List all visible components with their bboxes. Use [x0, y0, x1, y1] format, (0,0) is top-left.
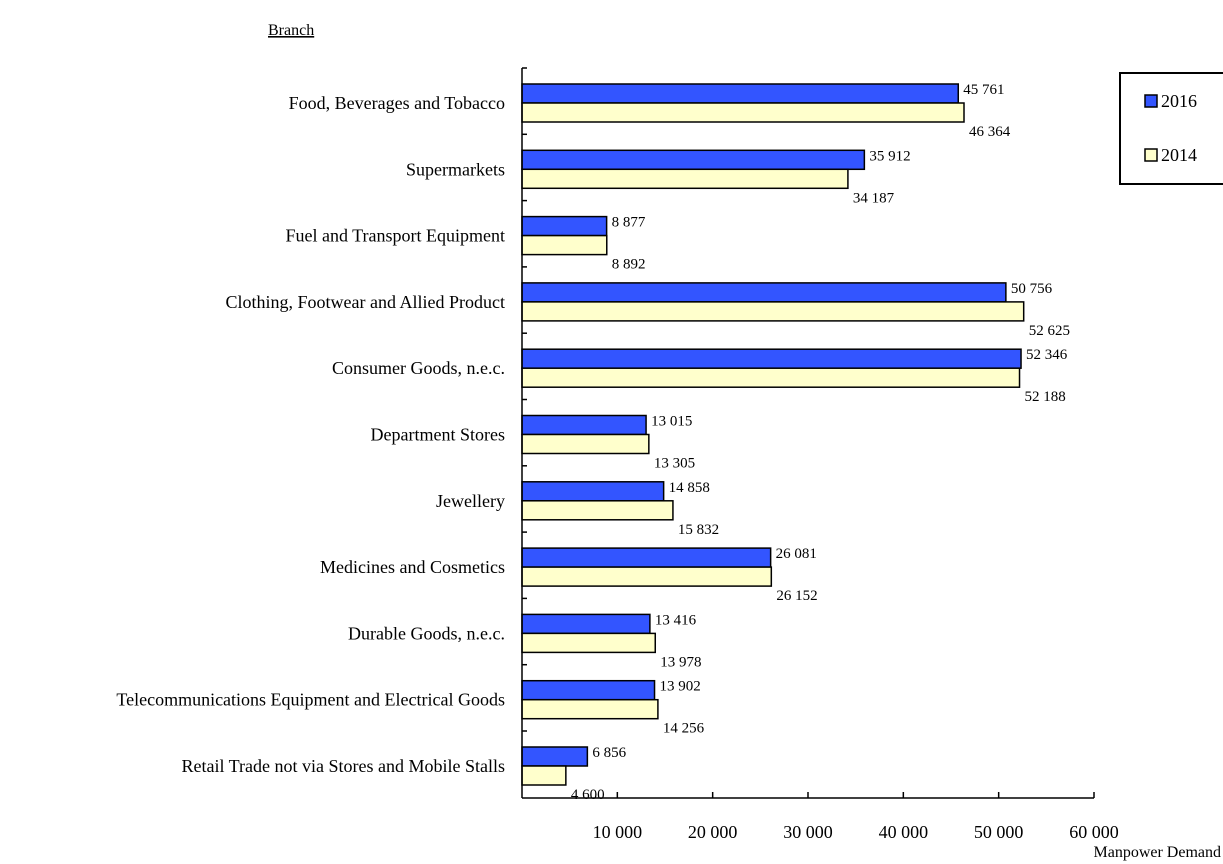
- legend-swatch-2014: [1144, 148, 1158, 162]
- bar-2014: [521, 500, 674, 521]
- value-label-2016: 26 081: [776, 546, 817, 562]
- value-label-2014: 26 152: [776, 588, 817, 604]
- bar-2016: [521, 746, 589, 767]
- bar-2016: [521, 613, 651, 635]
- category-label: Department Stores: [371, 425, 505, 445]
- legend-swatch-2016: [1144, 94, 1158, 108]
- category-label: Food, Beverages and Tobacco: [289, 93, 505, 113]
- bar-2016: [521, 547, 772, 568]
- bar-2016: [521, 348, 1022, 369]
- category-label: Supermarkets: [406, 159, 505, 179]
- y-axis-title: Branch: [268, 22, 314, 39]
- x-axis-title: Manpower Demand: [1093, 844, 1221, 861]
- category-label: Telecommunications Equipment and Electri…: [116, 690, 505, 710]
- category-label: Clothing, Footwear and Allied Product: [226, 292, 505, 312]
- value-label-2014: 34 187: [853, 190, 895, 206]
- x-tick-label: 40 000: [879, 822, 929, 842]
- value-labels: 45 761 46 364 35 912 34 187 8 877 8 892 50 756…: [571, 82, 1070, 803]
- x-tick-label: 50 000: [974, 822, 1024, 842]
- x-tick-label: 10 000: [593, 822, 643, 842]
- x-tick-label: 20 000: [688, 822, 738, 842]
- bar-2014: [521, 765, 567, 786]
- bar-2016: [521, 414, 647, 436]
- bar-2016: [521, 149, 866, 171]
- category-label: Consumer Goods, n.e.c.: [332, 358, 505, 378]
- bar-2014: [521, 632, 657, 654]
- value-label-2016: 50 756: [1011, 281, 1053, 297]
- bar-2016: [521, 83, 960, 104]
- value-label-2014: 52 625: [1029, 323, 1070, 339]
- bar-2016: [521, 679, 656, 701]
- bar-2014: [521, 367, 1021, 388]
- legend-box: [1119, 72, 1223, 185]
- bar-2016: [521, 282, 1007, 303]
- bar-2014: [521, 566, 773, 587]
- value-label-2014: 14 256: [663, 721, 705, 737]
- value-label-2014: 4 600: [571, 787, 605, 803]
- bar-2016: [521, 481, 665, 502]
- category-labels: Food, Beverages and Tobacco Supermarkets F…: [116, 93, 505, 776]
- category-label: Jewellery: [436, 491, 505, 511]
- bar-2014: [521, 698, 659, 720]
- bar-2016: [521, 215, 608, 237]
- value-label-2014: 13 978: [660, 654, 701, 670]
- value-label-2014: 52 188: [1025, 389, 1066, 405]
- legend-label: 2016: [1161, 91, 1197, 111]
- category-label: Durable Goods, n.e.c.: [348, 623, 505, 643]
- category-label: Medicines and Cosmetics: [320, 557, 505, 577]
- bar-2014: [521, 234, 608, 256]
- x-tick-label: 60 000: [1069, 822, 1119, 842]
- value-label-2016: 45 761: [963, 82, 1004, 98]
- value-label-2014: 13 305: [654, 456, 695, 472]
- value-label-2016: 13 015: [651, 414, 692, 430]
- bar-2014: [521, 102, 965, 123]
- bars: [521, 83, 1025, 786]
- value-label-2014: 15 832: [678, 522, 719, 538]
- x-axis-ticks: 10 000 20 000 30 000 40 000 50 000 60 000: [593, 792, 1119, 842]
- bar-2014: [521, 301, 1025, 322]
- category-label: Retail Trade not via Stores and Mobile S…: [182, 756, 505, 776]
- legend-label: 2014: [1161, 145, 1197, 165]
- value-label-2016: 13 416: [655, 612, 697, 628]
- x-tick-label: 30 000: [783, 822, 833, 842]
- value-label-2014: 46 364: [969, 124, 1011, 140]
- value-label-2016: 14 858: [669, 480, 710, 496]
- value-label-2016: 13 902: [660, 679, 701, 695]
- bar-2014: [521, 168, 849, 190]
- value-label-2016: 8 877: [612, 215, 646, 231]
- value-label-2016: 52 346: [1026, 347, 1068, 363]
- value-label-2014: 8 892: [612, 257, 646, 273]
- value-label-2016: 6 856: [592, 745, 626, 761]
- legend: 2016 2014: [1119, 72, 1223, 185]
- value-label-2016: 35 912: [869, 148, 910, 164]
- bar-2014: [521, 433, 650, 455]
- category-label: Fuel and Transport Equipment: [286, 226, 506, 246]
